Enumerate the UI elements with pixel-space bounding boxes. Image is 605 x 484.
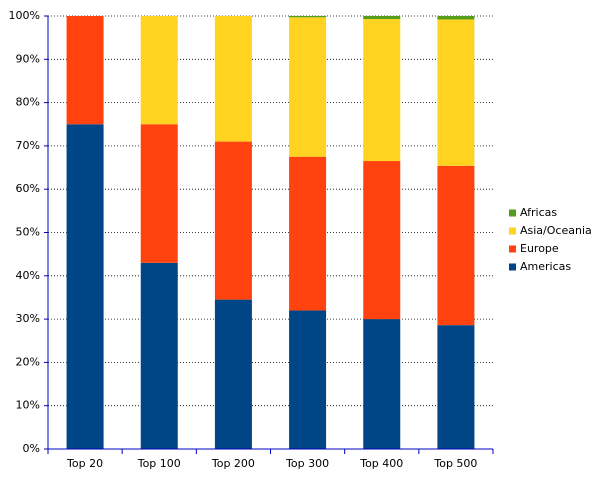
bar-segment <box>66 16 104 125</box>
y-tick-label: 20% <box>16 355 40 368</box>
y-tick-label: 0% <box>23 442 40 455</box>
bar-segment <box>140 262 178 449</box>
y-tick-label: 60% <box>16 182 40 195</box>
bar-segment <box>289 310 327 449</box>
legend-swatch <box>509 263 516 271</box>
bar-segment <box>289 156 327 311</box>
bar-segment <box>140 16 178 125</box>
legend-label: Europe <box>520 242 559 255</box>
bar-segment <box>289 16 327 18</box>
bar-segment <box>289 17 327 157</box>
x-tick-label: Top 300 <box>285 457 329 470</box>
x-tick-label: Top 100 <box>137 457 181 470</box>
y-tick-label: 80% <box>16 96 40 109</box>
y-tick-label: 30% <box>16 312 40 325</box>
bar-segment <box>437 165 475 326</box>
y-tick-label: 100% <box>9 9 40 22</box>
bar-segment <box>363 19 401 162</box>
y-tick-label: 50% <box>16 226 40 239</box>
bar-segment <box>437 325 475 449</box>
legend-swatch <box>509 209 516 217</box>
bar-segment <box>363 16 401 20</box>
x-tick-label: Top 20 <box>66 457 103 470</box>
bar-segment <box>437 19 475 166</box>
legend-label: Africas <box>520 206 557 219</box>
legend-swatch <box>509 245 516 253</box>
bar-segment <box>140 124 178 263</box>
y-tick-label: 90% <box>16 52 40 65</box>
legend-label: Americas <box>520 260 571 273</box>
legend-swatch <box>509 227 516 235</box>
bar-segment <box>214 141 252 300</box>
x-tick-label: Top 400 <box>359 457 403 470</box>
x-tick-label: Top 200 <box>211 457 255 470</box>
bar-segment <box>363 161 401 320</box>
x-tick-label: Top 500 <box>433 457 477 470</box>
y-tick-label: 70% <box>16 139 40 152</box>
bar-segment <box>214 16 252 142</box>
bar-segment <box>363 319 401 449</box>
y-tick-label: 40% <box>16 269 40 282</box>
bar-segment <box>214 299 252 449</box>
bar-segment <box>66 124 104 449</box>
legend-label: Asia/Oceania <box>520 224 592 237</box>
bar-segment <box>437 16 475 20</box>
y-tick-label: 10% <box>16 399 40 412</box>
